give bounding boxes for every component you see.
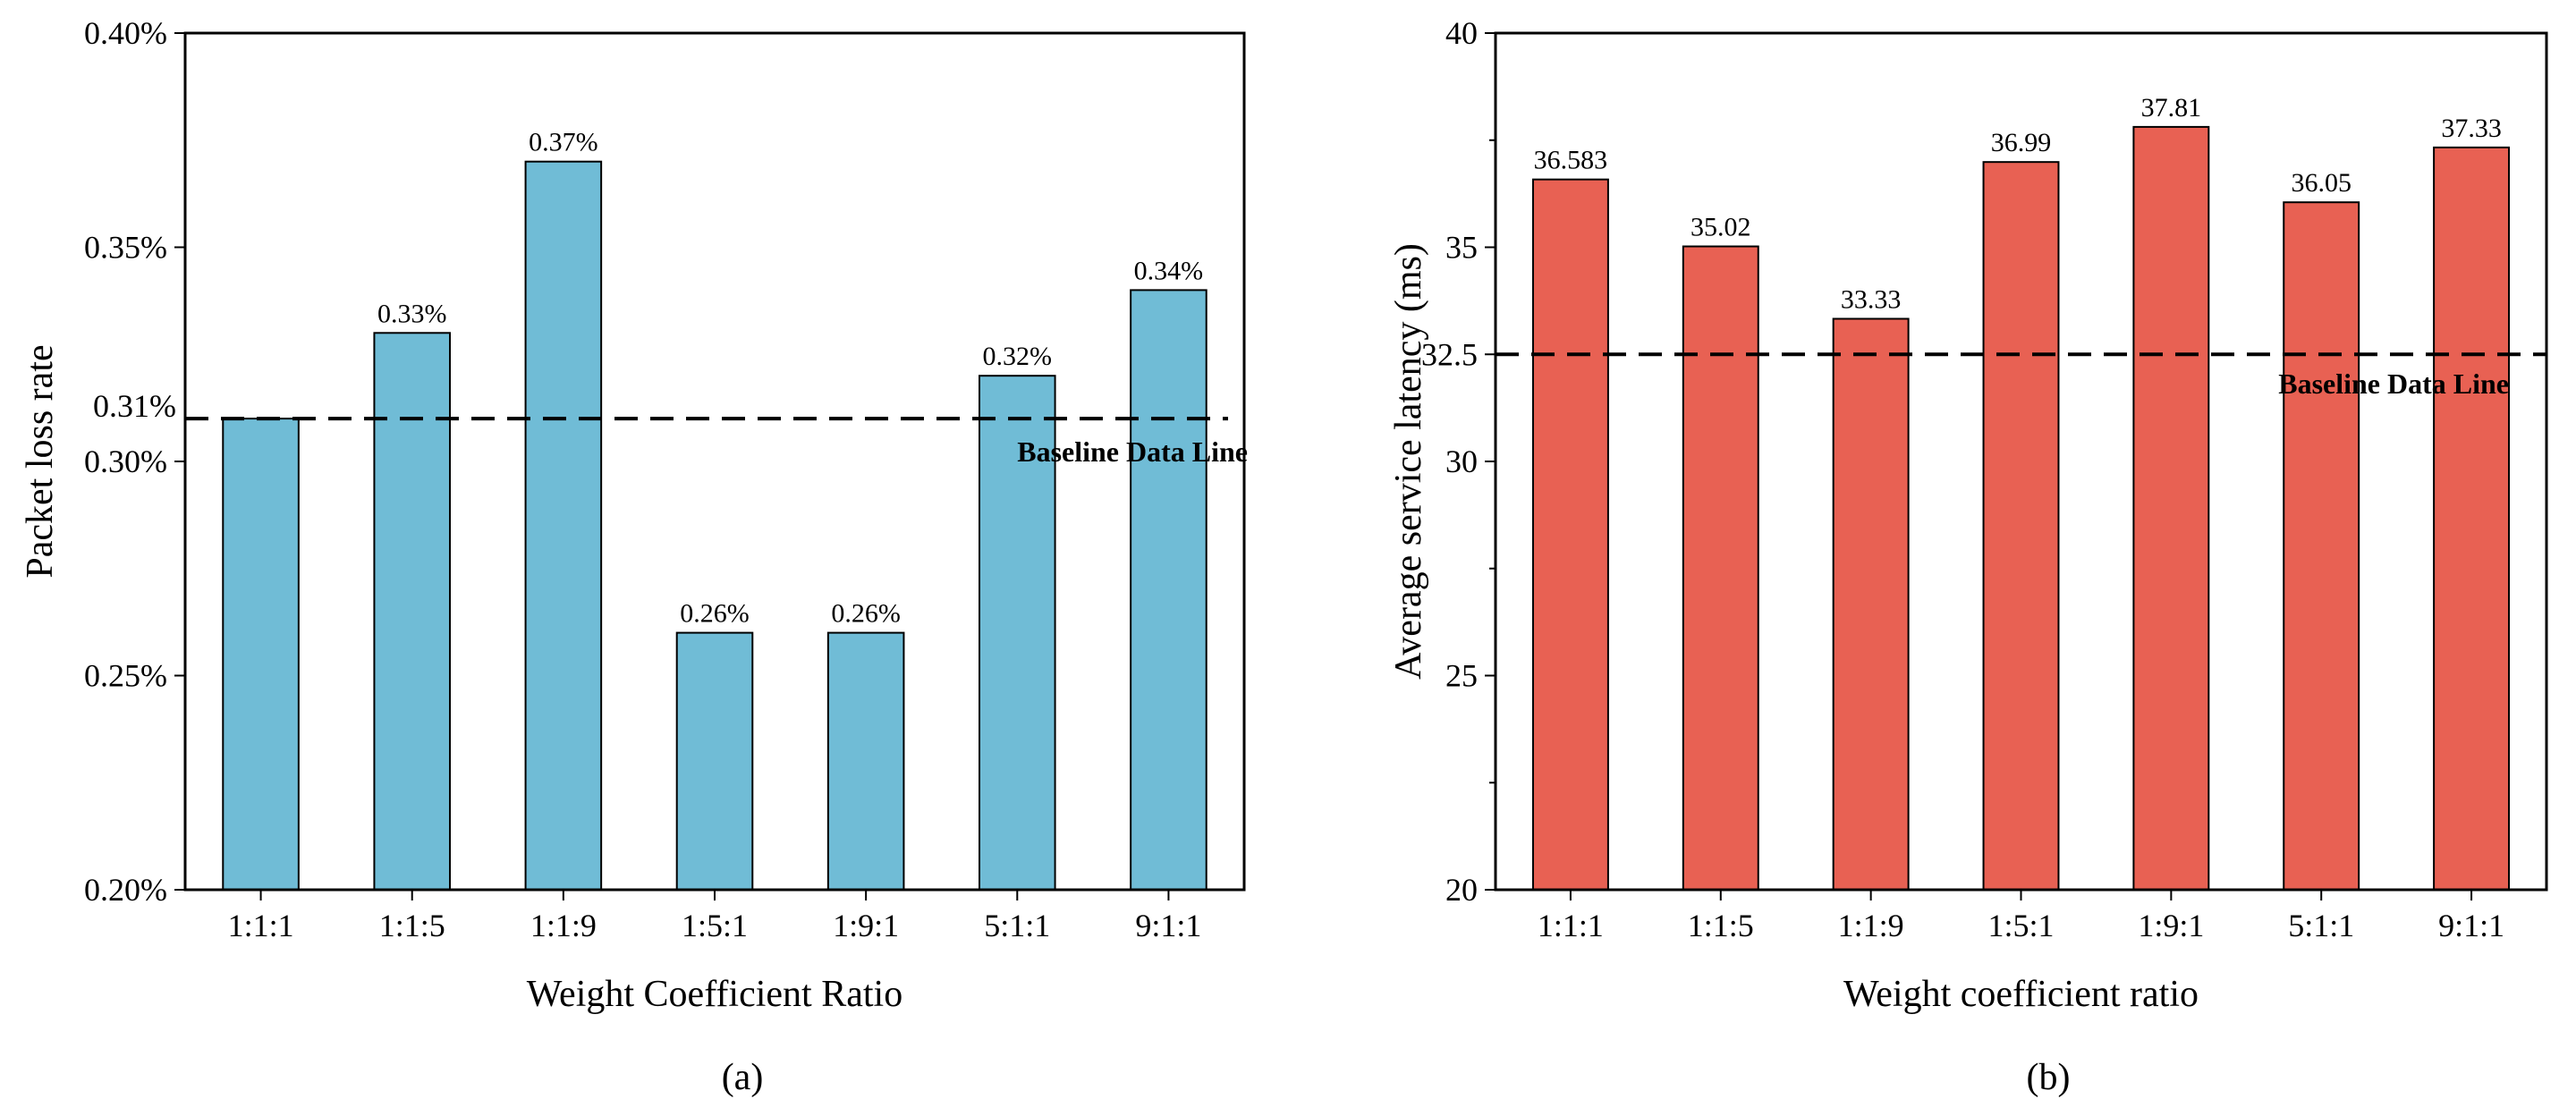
bar-value-label: 35.02 <box>1690 213 1751 242</box>
y-tick-label: 25 <box>1445 658 1478 694</box>
y-tick-label: 0.35% <box>84 230 167 266</box>
x-tick-label: 1:1:1 <box>1538 908 1604 943</box>
bar-value-label: 36.99 <box>1991 128 2052 157</box>
bar-value-label: 0.34% <box>1134 256 1204 285</box>
y-tick-label: 40 <box>1445 15 1478 51</box>
bar-value-label: 0.37% <box>529 128 598 157</box>
x-tick-label: 5:1:1 <box>2288 908 2354 943</box>
y-axis-title: Packet loss rate <box>20 344 61 578</box>
bar-value-label: 0.33% <box>377 299 447 328</box>
panel-caption: (a) <box>722 1057 764 1098</box>
x-tick-label: 1:5:1 <box>682 908 748 943</box>
x-tick-label: 1:1:5 <box>379 908 445 943</box>
bar-5:1:1 <box>2283 201 2360 891</box>
bar-1:1:5 <box>1682 245 1759 891</box>
bar-value-label: 0.26% <box>680 599 750 629</box>
bar-value-label: 36.05 <box>2291 168 2351 198</box>
x-tick-label: 1:1:9 <box>530 908 597 943</box>
y-tick-label: 32.5 <box>1421 336 1478 372</box>
x-tick-label: 1:9:1 <box>833 908 899 943</box>
bar-1:9:1 <box>2132 125 2210 891</box>
bar-1:5:1 <box>675 631 754 891</box>
plot-frame <box>183 31 1246 892</box>
x-tick-label: 1:9:1 <box>2138 908 2204 943</box>
y-tick-label: 20 <box>1445 872 1478 908</box>
y-tick-label: 30 <box>1445 444 1478 479</box>
x-tick-label: 1:5:1 <box>1987 908 2054 943</box>
panel-caption: (b) <box>2027 1057 2071 1098</box>
x-tick-label: 9:1:1 <box>2438 908 2504 943</box>
panel-b-chart: 36.583 1:1:1 35.02 1:1:5 33.33 1:1:9 36.99 1:5:… <box>1388 15 2548 1098</box>
bar-value-label: 37.81 <box>2141 93 2202 123</box>
bar-value-label: 33.33 <box>1841 284 1902 314</box>
bar-5:1:1 <box>979 375 1056 891</box>
baseline-label: Baseline Data Line <box>2278 368 2509 400</box>
bar-1:9:1 <box>826 631 905 891</box>
bar-value-label: 36.583 <box>1534 146 1608 175</box>
y-tick-label: 0.25% <box>84 658 167 694</box>
bar-1:5:1 <box>1982 161 2060 891</box>
bar-1:1:1 <box>222 418 300 892</box>
bar-1:1:9 <box>524 160 603 891</box>
bar-1:1:1 <box>1531 178 1609 891</box>
plot-frame <box>1494 31 2548 892</box>
y-tick-label: 0.30% <box>84 444 167 479</box>
bar-value-label: 0.32% <box>983 342 1053 371</box>
x-tick-label: 1:1:9 <box>1838 908 1904 943</box>
x-tick-label: 1:1:5 <box>1688 908 1754 943</box>
x-axis-title: Weight Coefficient Ratio <box>527 974 902 1015</box>
bar-1:1:5 <box>373 332 451 891</box>
y-tick-label: 35 <box>1445 230 1478 266</box>
x-tick-label: 9:1:1 <box>1135 908 1201 943</box>
y-tick-label: 0.20% <box>84 872 167 908</box>
baseline-label: Baseline Data Line <box>1017 435 1248 468</box>
bar-1:1:9 <box>1832 317 1910 892</box>
bar-value-label: 37.33 <box>2441 114 2502 143</box>
y-tick-label: 0.40% <box>84 15 167 51</box>
bar-value-label: 0.26% <box>831 599 901 629</box>
x-tick-label: 1:1:1 <box>228 908 294 943</box>
y-axis-title: Average service latency (ms) <box>1388 243 1429 680</box>
x-axis-title: Weight coefficient ratio <box>1843 974 2199 1015</box>
panel-a-chart: 1:1:1 0.33% 1:1:5 0.37% 1:1:9 0.26% 1:5:1 0.26%… <box>20 15 1248 1098</box>
baseline-value-label: 0.31% <box>93 388 176 424</box>
bar-9:1:1 <box>2433 146 2511 891</box>
bar-9:1:1 <box>1130 289 1208 891</box>
x-tick-label: 5:1:1 <box>984 908 1050 943</box>
